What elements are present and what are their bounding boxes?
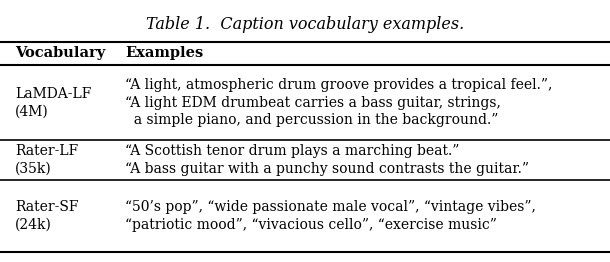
Text: “A light, atmospheric drum groove provides a tropical feel.”,
“A light EDM drumb: “A light, atmospheric drum groove provid… [125, 78, 553, 127]
Text: Rater-SF
(24k): Rater-SF (24k) [15, 200, 79, 232]
Text: Examples: Examples [125, 46, 203, 61]
Text: LaMDA-LF
(4M): LaMDA-LF (4M) [15, 86, 92, 118]
Text: Rater-LF
(35k): Rater-LF (35k) [15, 144, 79, 176]
Text: Vocabulary: Vocabulary [15, 46, 106, 61]
Text: Table 1.  Caption vocabulary examples.: Table 1. Caption vocabulary examples. [146, 16, 464, 33]
Text: “50’s pop”, “wide passionate male vocal”, “vintage vibes”,
“patriotic mood”, “vi: “50’s pop”, “wide passionate male vocal”… [125, 200, 536, 232]
Text: “A Scottish tenor drum plays a marching beat.”
“A bass guitar with a punchy soun: “A Scottish tenor drum plays a marching … [125, 144, 529, 176]
